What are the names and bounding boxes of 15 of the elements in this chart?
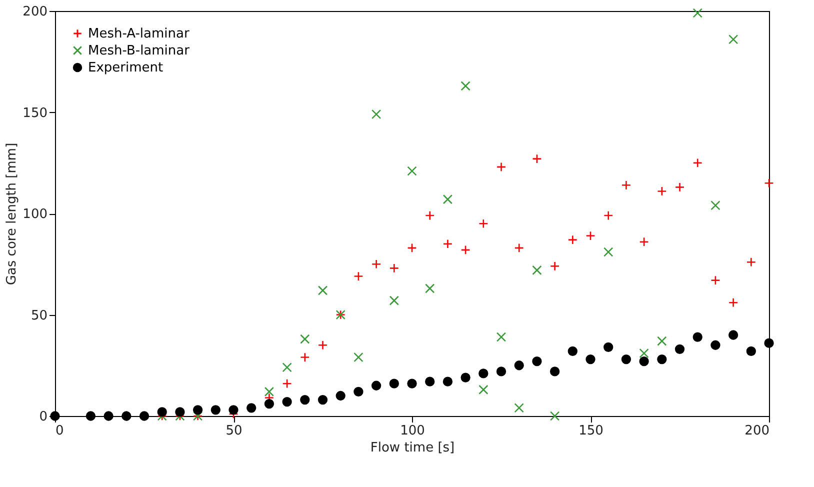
x-tick-label: 150 <box>578 424 604 438</box>
y-tick-label: 200 <box>22 4 48 20</box>
x-tick-label: 200 <box>744 424 770 438</box>
x-tick-label: 0 <box>56 424 64 438</box>
y-tick-label: 50 <box>30 308 48 324</box>
legend-label: Experiment <box>88 60 164 76</box>
legend-label: Mesh-B-laminar <box>88 44 190 58</box>
y-tick-label: 150 <box>22 106 48 121</box>
y-tick-label: 100 <box>22 207 48 222</box>
x-tick-label: 100 <box>400 424 425 438</box>
y-axis-title: Gas core length [mm] <box>4 142 20 286</box>
x-axis-title: Flow time [s] <box>370 440 455 456</box>
x-tick-label: 50 <box>226 424 242 438</box>
y-tick-label: 0 <box>39 410 48 424</box>
legend-label: Mesh-A-laminar <box>88 26 190 42</box>
